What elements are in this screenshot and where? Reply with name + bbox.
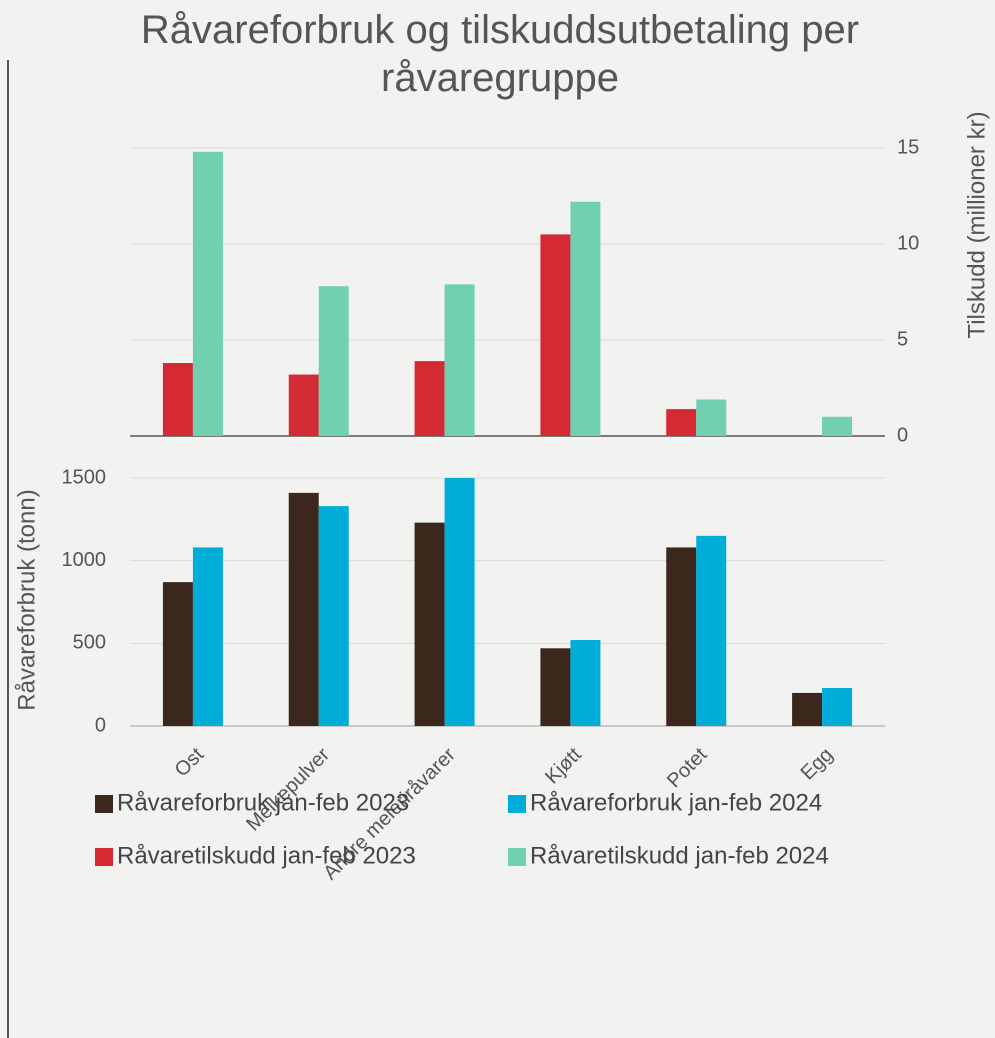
tick-label: 0 [95, 714, 106, 736]
legend-label: Råvaretilskudd jan-feb 2024 [530, 842, 829, 869]
bar [288, 492, 319, 726]
bar [666, 547, 697, 726]
tick-label: 1500 [62, 466, 107, 488]
y2-axis-label: Tilskudd (millioner kr) [963, 111, 990, 338]
legend-swatch [508, 795, 526, 813]
bar [414, 522, 445, 726]
legend-swatch [95, 848, 113, 866]
x-tick-label: Egg [797, 744, 838, 785]
bar [570, 201, 601, 436]
bar [540, 648, 571, 726]
tick-label: 0 [897, 424, 908, 446]
bar [162, 363, 193, 436]
x-tick-label: Potet [663, 743, 712, 792]
tick-label: 500 [73, 632, 106, 654]
bar [444, 478, 475, 726]
legend-swatch [95, 795, 113, 813]
tick-label: 15 [897, 136, 919, 158]
bar [288, 374, 319, 436]
bar [792, 692, 823, 726]
bar [444, 284, 475, 436]
bar [192, 547, 223, 726]
x-tick-label: Kjøtt [541, 743, 586, 788]
legend-label: Råvareforbruk jan-feb 2023 [117, 789, 409, 816]
bar [414, 361, 445, 436]
tick-label: 10 [897, 232, 919, 254]
legend-label: Råvareforbruk jan-feb 2024 [530, 789, 822, 816]
bar [162, 582, 193, 726]
bar [822, 687, 853, 726]
bar [318, 286, 349, 436]
bar [666, 409, 697, 436]
bar [318, 506, 349, 726]
legend-label: Råvaretilskudd jan-feb 2023 [117, 842, 416, 869]
bar [822, 416, 853, 436]
chart-title: Råvareforbruk og tilskuddsutbetaling per… [140, 8, 860, 100]
tick-label: 5 [897, 328, 908, 350]
bar [570, 640, 601, 726]
bar [192, 151, 223, 436]
bar [540, 234, 571, 436]
bar [696, 535, 727, 726]
bar [696, 399, 727, 436]
legend-swatch [508, 848, 526, 866]
y-axis-label: Råvareforbruk (tonn) [13, 489, 40, 710]
x-tick-label: Ost [171, 743, 209, 781]
tick-label: 1000 [62, 549, 107, 571]
